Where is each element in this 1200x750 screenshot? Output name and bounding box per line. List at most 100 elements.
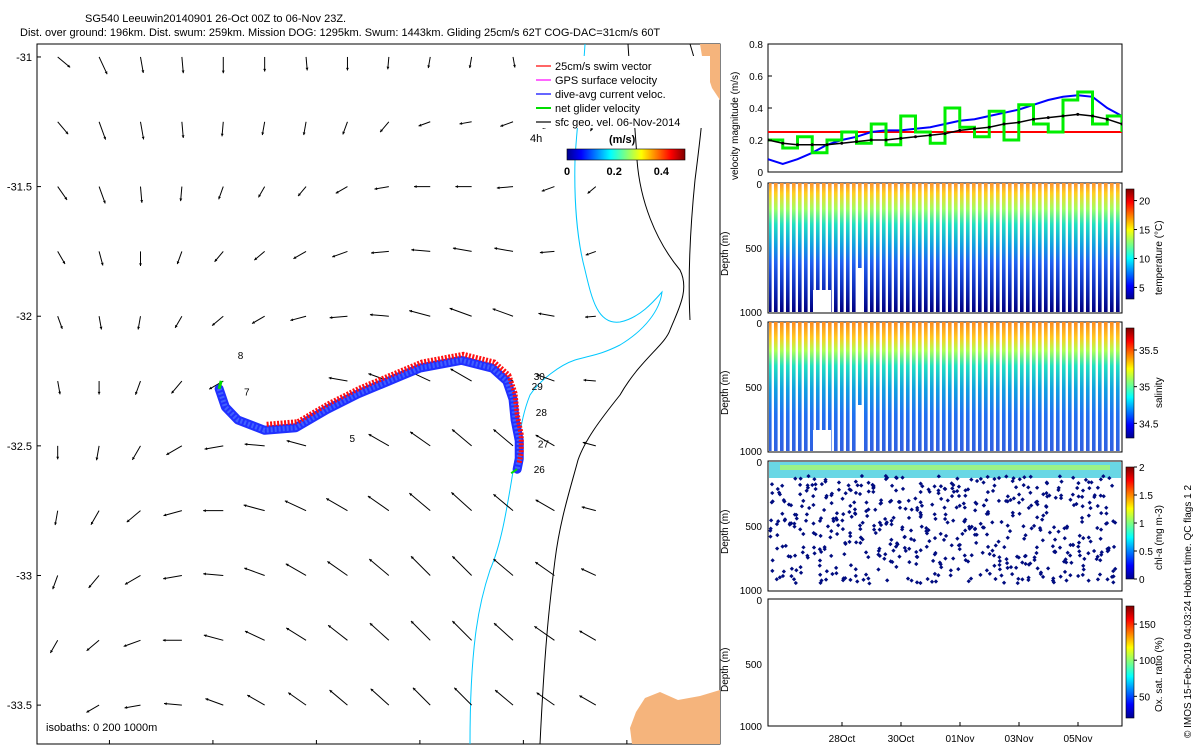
geo-vector — [493, 493, 514, 512]
legend-box — [530, 56, 710, 128]
salinity-y-axis: 0 500 1000 — [740, 319, 763, 458]
chla-sample — [860, 537, 865, 542]
chla-sample — [919, 503, 925, 508]
geo-vector — [218, 186, 224, 200]
geo-vector — [342, 121, 348, 135]
chla-sample — [855, 579, 860, 584]
chla-sample — [1083, 477, 1089, 482]
chla-sample — [840, 527, 846, 532]
chla-sample — [780, 483, 785, 488]
chla-sample — [788, 503, 794, 508]
chla-sample — [842, 552, 847, 557]
geo-vector — [332, 250, 348, 258]
chla-sample — [1044, 480, 1049, 485]
geo-vector — [418, 121, 431, 127]
chla-sample — [859, 473, 865, 479]
chla-sample — [950, 486, 955, 491]
chla-sample — [955, 476, 960, 481]
chla-sample — [857, 491, 863, 497]
geo-vector — [493, 558, 514, 576]
chla-sample — [908, 536, 914, 542]
chla-sample — [1016, 492, 1022, 497]
geo-vector — [409, 309, 431, 317]
legend-dac-label: dive-avg current veloc. — [555, 89, 666, 101]
chla-sample — [936, 474, 941, 479]
chla-sample — [852, 507, 858, 512]
chla-sample — [969, 553, 974, 558]
colorbar-tick-label: 1 — [1139, 519, 1145, 530]
geo-vector — [203, 572, 224, 576]
chla-sample — [1051, 576, 1056, 581]
chla-sample — [1070, 492, 1075, 497]
chla-sample — [918, 500, 923, 505]
chla-sample — [883, 552, 888, 557]
chla-sample — [997, 567, 1003, 572]
chla-sample — [930, 502, 935, 507]
chla-sample — [863, 572, 869, 577]
chla-sample — [834, 531, 840, 537]
chla-sample — [932, 571, 938, 577]
chla-sample — [803, 518, 809, 523]
chla-sample — [965, 559, 971, 564]
chla-sample — [938, 484, 944, 489]
geo-vector — [95, 445, 100, 461]
geo-vector — [221, 56, 225, 74]
chla-sample — [866, 554, 871, 560]
geo-vector — [287, 692, 307, 706]
chla-sample — [1095, 485, 1100, 490]
velocity-panel: 0 0.2 0.4 0.6 0.8 velocity magnitude (m/s) — [730, 40, 1123, 180]
velocity-ytick-label: 0 — [757, 168, 763, 179]
geo-vector — [162, 638, 182, 642]
chla-sample — [798, 564, 803, 570]
chla-sample — [1092, 494, 1097, 500]
geo-vector — [131, 445, 141, 461]
chla-sample — [1053, 495, 1058, 500]
chla-colorbar-ticks: 0 0.5 1 1.5 2 — [1134, 463, 1153, 586]
chla-sample — [836, 487, 842, 492]
chla-sample — [1045, 566, 1051, 571]
chla-sample — [1034, 545, 1040, 550]
chla-sample — [1014, 554, 1020, 559]
chla-sample — [1062, 569, 1068, 574]
chla-sample — [924, 544, 929, 549]
chla-sample — [818, 533, 823, 539]
chla-sample — [962, 519, 967, 524]
chla-sample — [996, 475, 1002, 481]
map-colorbar-tick: 0.4 — [654, 166, 670, 178]
geo-vector — [52, 575, 59, 590]
chla-sample — [932, 484, 937, 489]
colorbar-tick-label: 5 — [1139, 283, 1145, 294]
geo-vector — [126, 510, 141, 523]
chla-sample — [829, 553, 834, 559]
geo-vector — [139, 121, 145, 140]
geo-vector — [327, 624, 348, 641]
velocity-ytick-label: 0.4 — [749, 104, 763, 115]
chla-sample — [907, 546, 912, 551]
chla-sample — [1095, 503, 1100, 509]
chla-sample — [1038, 570, 1044, 575]
chla-sample — [933, 579, 939, 584]
chla-ylabel: Depth (m) — [720, 510, 731, 554]
chla-sample — [1065, 550, 1070, 555]
salinity-colorbar-ticks: 34.5 35 35.5 — [1134, 346, 1159, 430]
chla-sample — [846, 483, 851, 488]
geo-vector — [211, 315, 224, 326]
chla-sample — [945, 498, 950, 503]
chla-sample — [978, 572, 983, 578]
chla-sample — [798, 570, 804, 575]
geo-vector — [54, 510, 59, 526]
colorbar-tick-label: 20 — [1139, 197, 1151, 208]
chla-sample — [908, 528, 914, 533]
chla-sample — [936, 573, 941, 578]
chla-sample — [853, 567, 858, 572]
geo-vector-field — [49, 56, 607, 713]
chla-sample — [805, 483, 810, 488]
geo-vector — [285, 563, 307, 576]
chla-sample — [1044, 490, 1049, 496]
geo-vector — [258, 186, 266, 198]
chla-sample — [984, 568, 990, 573]
chla-sample — [1020, 560, 1025, 565]
geo-vector — [205, 698, 224, 706]
chla-sample — [966, 579, 971, 584]
colorbar-tick-label: 35 — [1139, 383, 1151, 394]
